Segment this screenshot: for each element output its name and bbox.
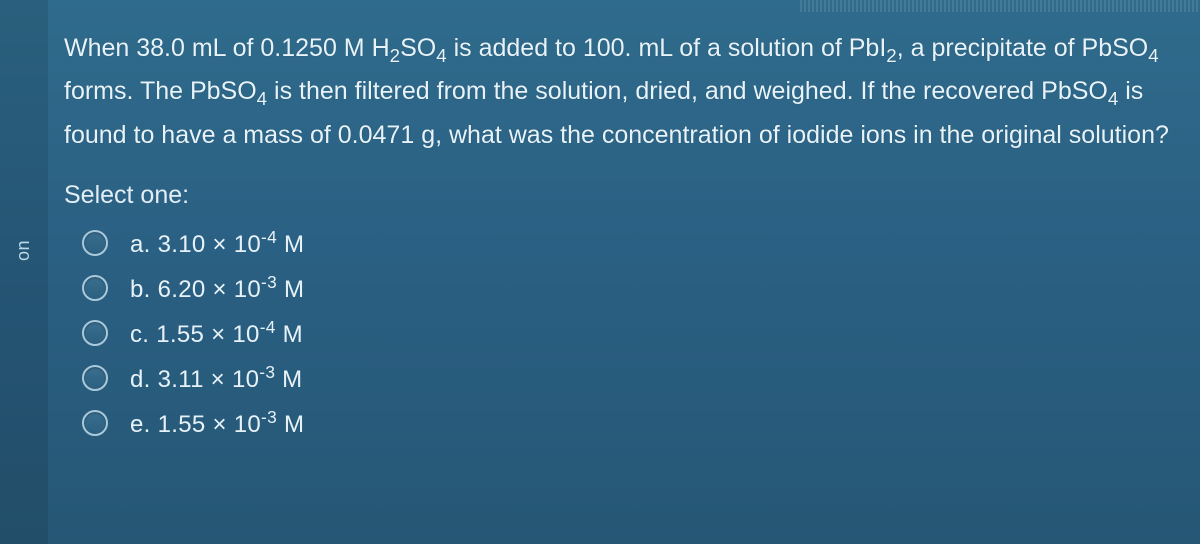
radio-icon[interactable] [82, 365, 108, 391]
option-e-label: e. 1.55 × 10-3 M [130, 407, 304, 439]
option-e[interactable]: e. 1.55 × 10-3 M [64, 400, 1172, 445]
radio-icon[interactable] [82, 275, 108, 301]
select-one-label: Select one: [64, 181, 1172, 210]
option-c[interactable]: c. 1.55 × 10-4 M [64, 310, 1172, 355]
quiz-page: on When 38.0 mL of 0.1250 M H2SO4 is add… [0, 0, 1200, 544]
radio-icon[interactable] [82, 230, 108, 256]
option-c-label: c. 1.55 × 10-4 M [130, 317, 303, 349]
question-content: When 38.0 mL of 0.1250 M H2SO4 is added … [48, 0, 1200, 544]
radio-icon[interactable] [82, 320, 108, 346]
option-a-label: a. 3.10 × 10-4 M [130, 227, 304, 259]
option-b-label: b. 6.20 × 10-3 M [130, 272, 304, 304]
option-b[interactable]: b. 6.20 × 10-3 M [64, 265, 1172, 310]
options-group: a. 3.10 × 10-4 M b. 6.20 × 10-3 M c. 1.5… [64, 220, 1172, 445]
left-rail: on [0, 0, 48, 544]
option-a[interactable]: a. 3.10 × 10-4 M [64, 220, 1172, 265]
option-d[interactable]: d. 3.11 × 10-3 M [64, 355, 1172, 400]
rail-label: on [14, 240, 35, 261]
question-stem: When 38.0 mL of 0.1250 M H2SO4 is added … [64, 28, 1172, 155]
option-d-label: d. 3.11 × 10-3 M [130, 362, 302, 394]
radio-icon[interactable] [82, 410, 108, 436]
